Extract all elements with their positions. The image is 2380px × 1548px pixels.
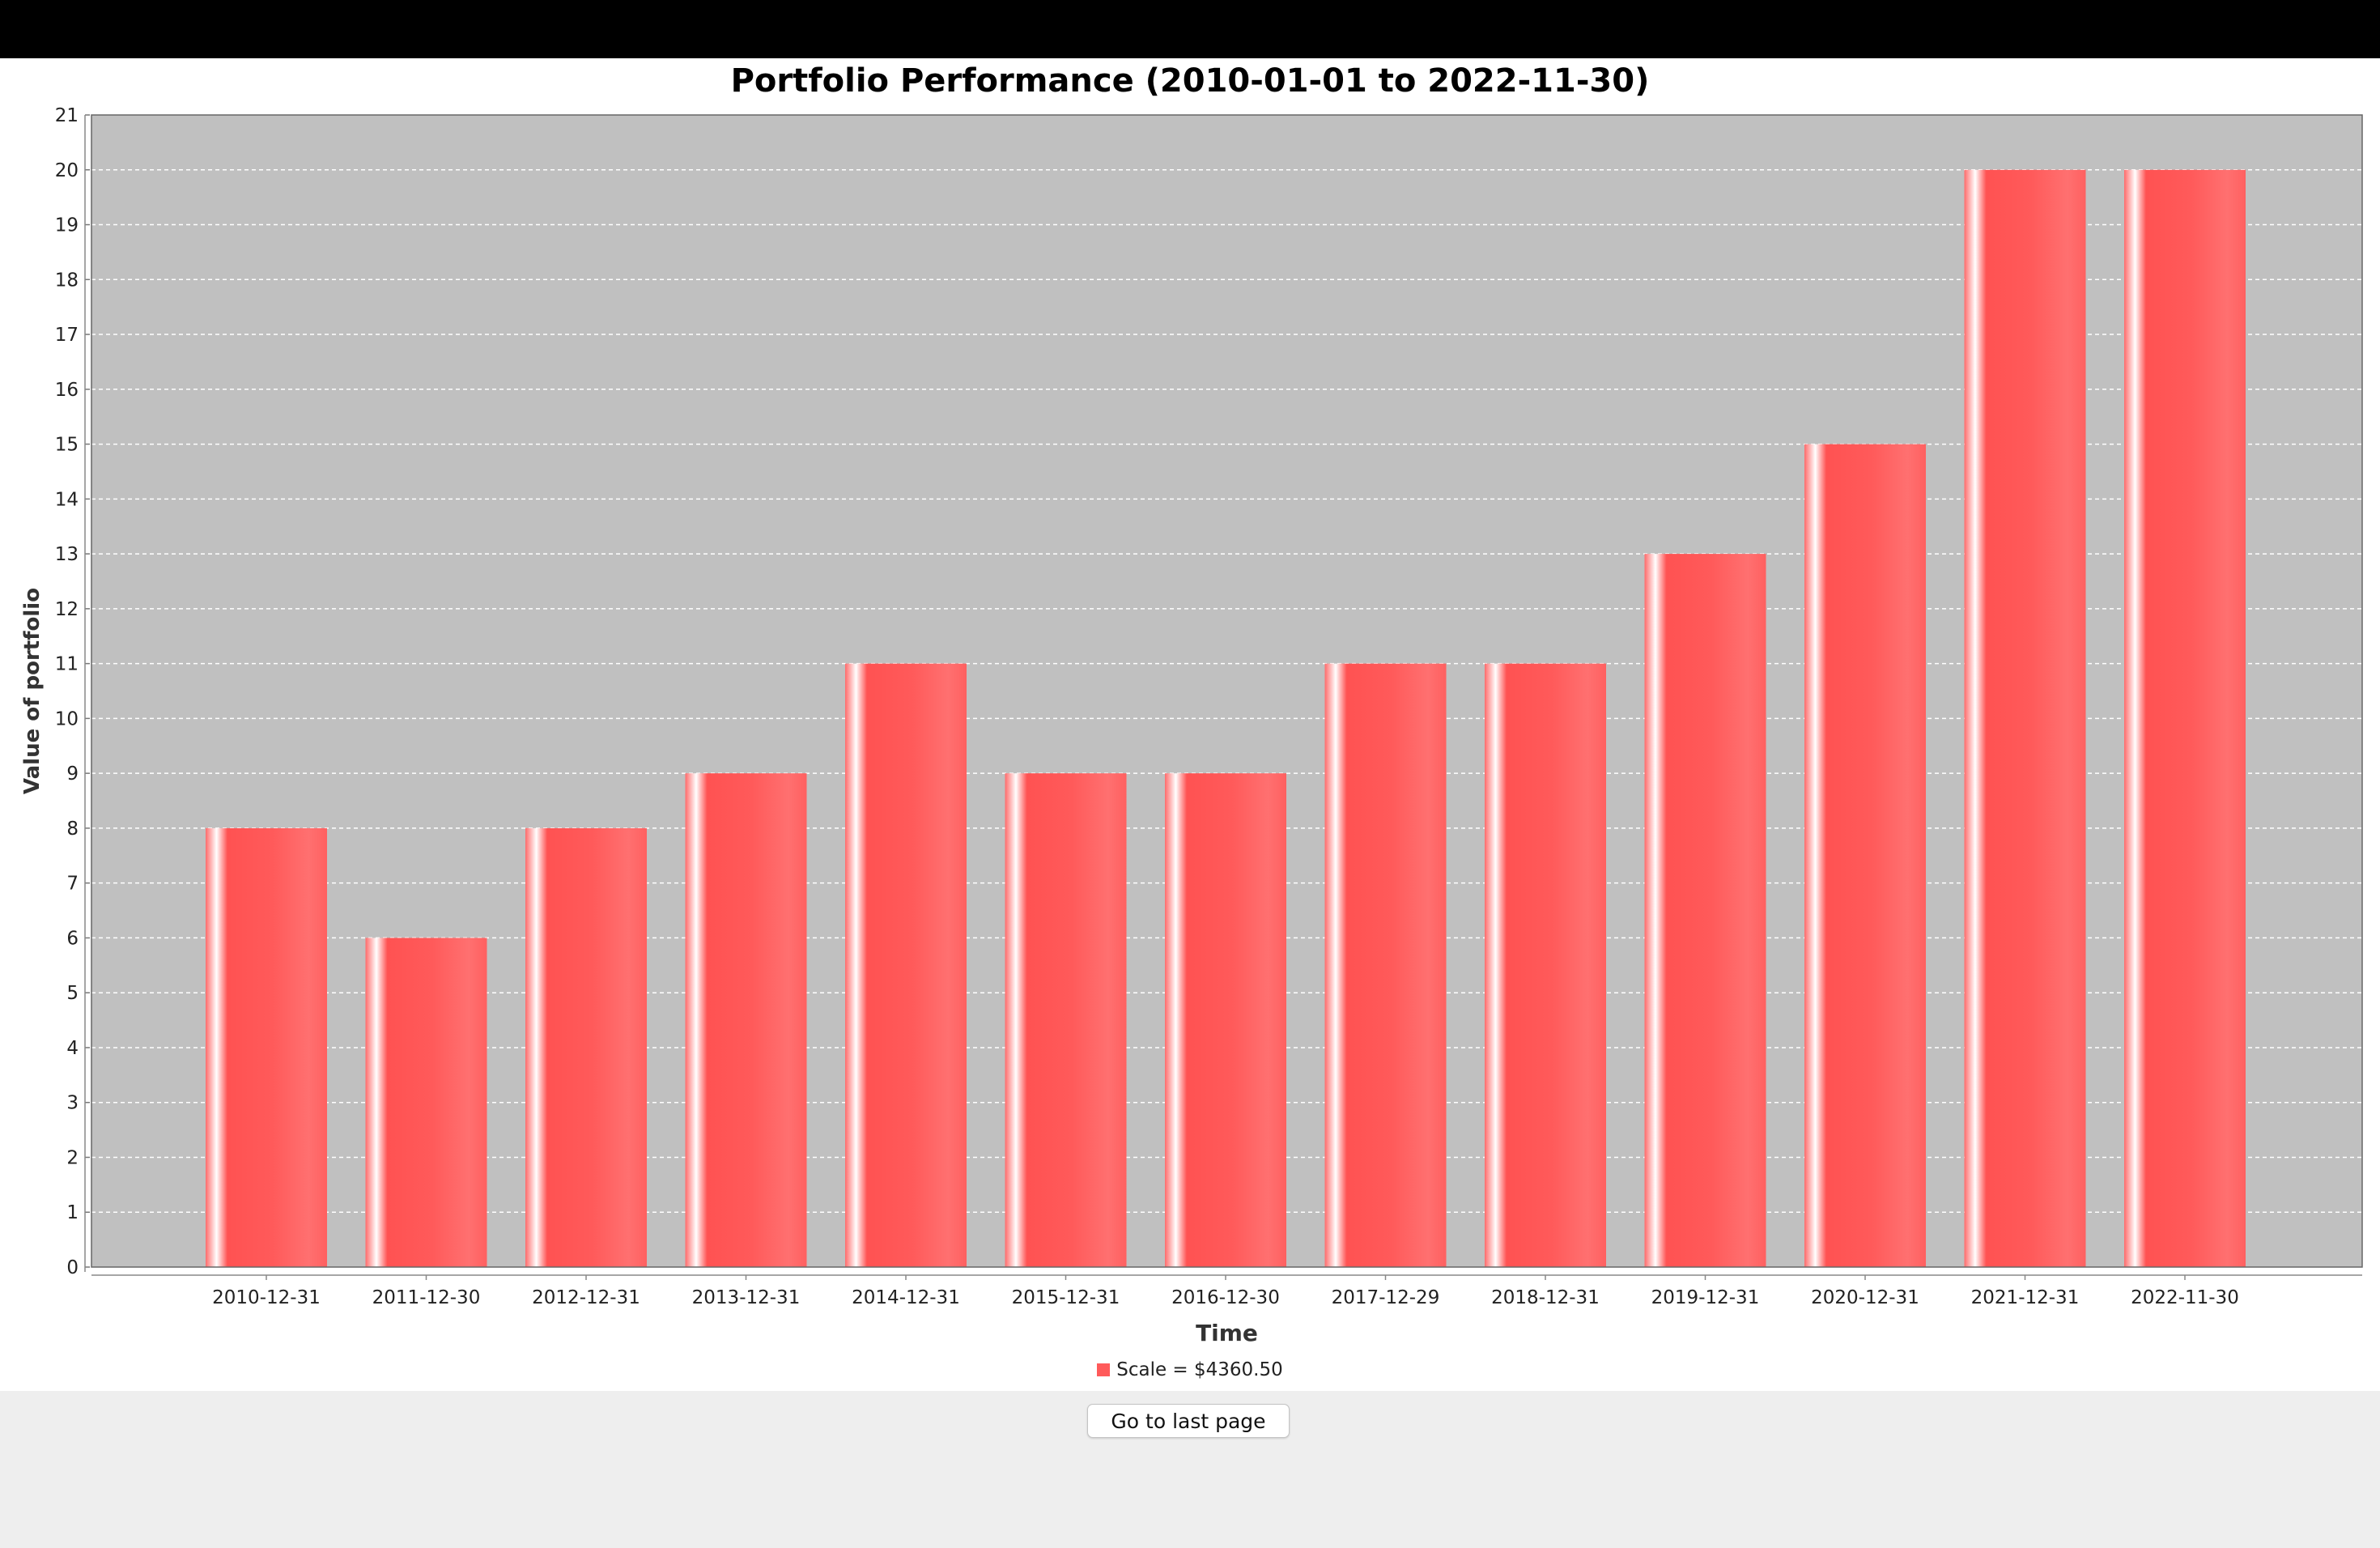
y-tick-label: 21 <box>55 105 79 126</box>
y-tick-label: 3 <box>66 1093 79 1114</box>
y-tick-label: 19 <box>55 215 79 236</box>
bar <box>1644 554 1766 1267</box>
y-tick-label: 8 <box>66 819 79 840</box>
y-tick-label: 4 <box>66 1038 79 1059</box>
bar <box>2124 169 2246 1267</box>
legend-swatch-icon <box>1097 1363 1111 1376</box>
x-tick-label: 2010-12-31 <box>212 1287 321 1308</box>
bar <box>685 773 807 1267</box>
y-axis-label: Value of portfolio <box>20 588 45 794</box>
y-tick-label: 0 <box>66 1257 79 1278</box>
y-tick-label: 1 <box>66 1202 79 1223</box>
y-tick-label: 13 <box>55 544 79 565</box>
x-tick-label: 2018-12-31 <box>1491 1287 1600 1308</box>
x-tick-label: 2020-12-31 <box>1811 1287 1919 1308</box>
x-tick-label: 2013-12-31 <box>692 1287 801 1308</box>
x-tick-label: 2017-12-29 <box>1332 1287 1440 1308</box>
y-tick-label: 14 <box>55 489 79 510</box>
x-tick-label: 2011-12-30 <box>372 1287 481 1308</box>
bar <box>525 827 647 1267</box>
chart-title: Portfolio Performance (2010-01-01 to 202… <box>730 62 1650 100</box>
chart-legend: Scale = $4360.50 <box>0 1355 2380 1384</box>
y-tick-label: 10 <box>55 708 79 729</box>
x-axis-label: Time <box>1196 1320 1258 1346</box>
bar <box>1964 169 2086 1267</box>
y-tick-label: 20 <box>55 160 79 181</box>
go-to-last-page-button[interactable]: Go to last page <box>1087 1404 1290 1438</box>
y-tick-label: 18 <box>55 270 79 291</box>
x-tick-label: 2015-12-31 <box>1012 1287 1120 1308</box>
plot-border <box>91 114 2363 1268</box>
x-tick-label: 2022-11-30 <box>2131 1287 2239 1308</box>
bar <box>206 827 327 1267</box>
y-tick-label: 16 <box>55 380 79 401</box>
y-tick-label: 11 <box>55 654 79 675</box>
legend-label: Scale = $4360.50 <box>1116 1359 1283 1380</box>
bar <box>845 663 967 1267</box>
bar <box>1485 663 1606 1267</box>
y-tick-label: 6 <box>66 928 79 949</box>
x-tick-label: 2014-12-31 <box>852 1287 960 1308</box>
y-tick-label: 7 <box>66 874 79 895</box>
window-title-bar <box>0 0 2380 58</box>
bottom-panel: Go to last page <box>0 1391 2380 1548</box>
bar <box>1165 773 1286 1267</box>
x-tick-label: 2019-12-31 <box>1651 1287 1760 1308</box>
y-tick-label: 15 <box>55 435 79 456</box>
y-tick-label: 17 <box>55 325 79 346</box>
bar <box>1804 444 1926 1267</box>
x-tick-label: 2016-12-30 <box>1171 1287 1280 1308</box>
bar <box>1324 663 1447 1267</box>
y-tick-label: 9 <box>66 763 79 785</box>
y-tick-label: 2 <box>66 1147 79 1168</box>
chart-panel: Portfolio Performance (2010-01-01 to 202… <box>0 58 2380 1391</box>
bar <box>1005 773 1127 1267</box>
bar-chart: 01234567891011121314151617181920212010-1… <box>20 105 2363 1346</box>
y-tick-label: 12 <box>55 599 79 620</box>
y-tick-label: 5 <box>66 983 79 1004</box>
x-tick-label: 2012-12-31 <box>532 1287 640 1308</box>
bar <box>365 938 487 1267</box>
x-tick-label: 2021-12-31 <box>1971 1287 2080 1308</box>
